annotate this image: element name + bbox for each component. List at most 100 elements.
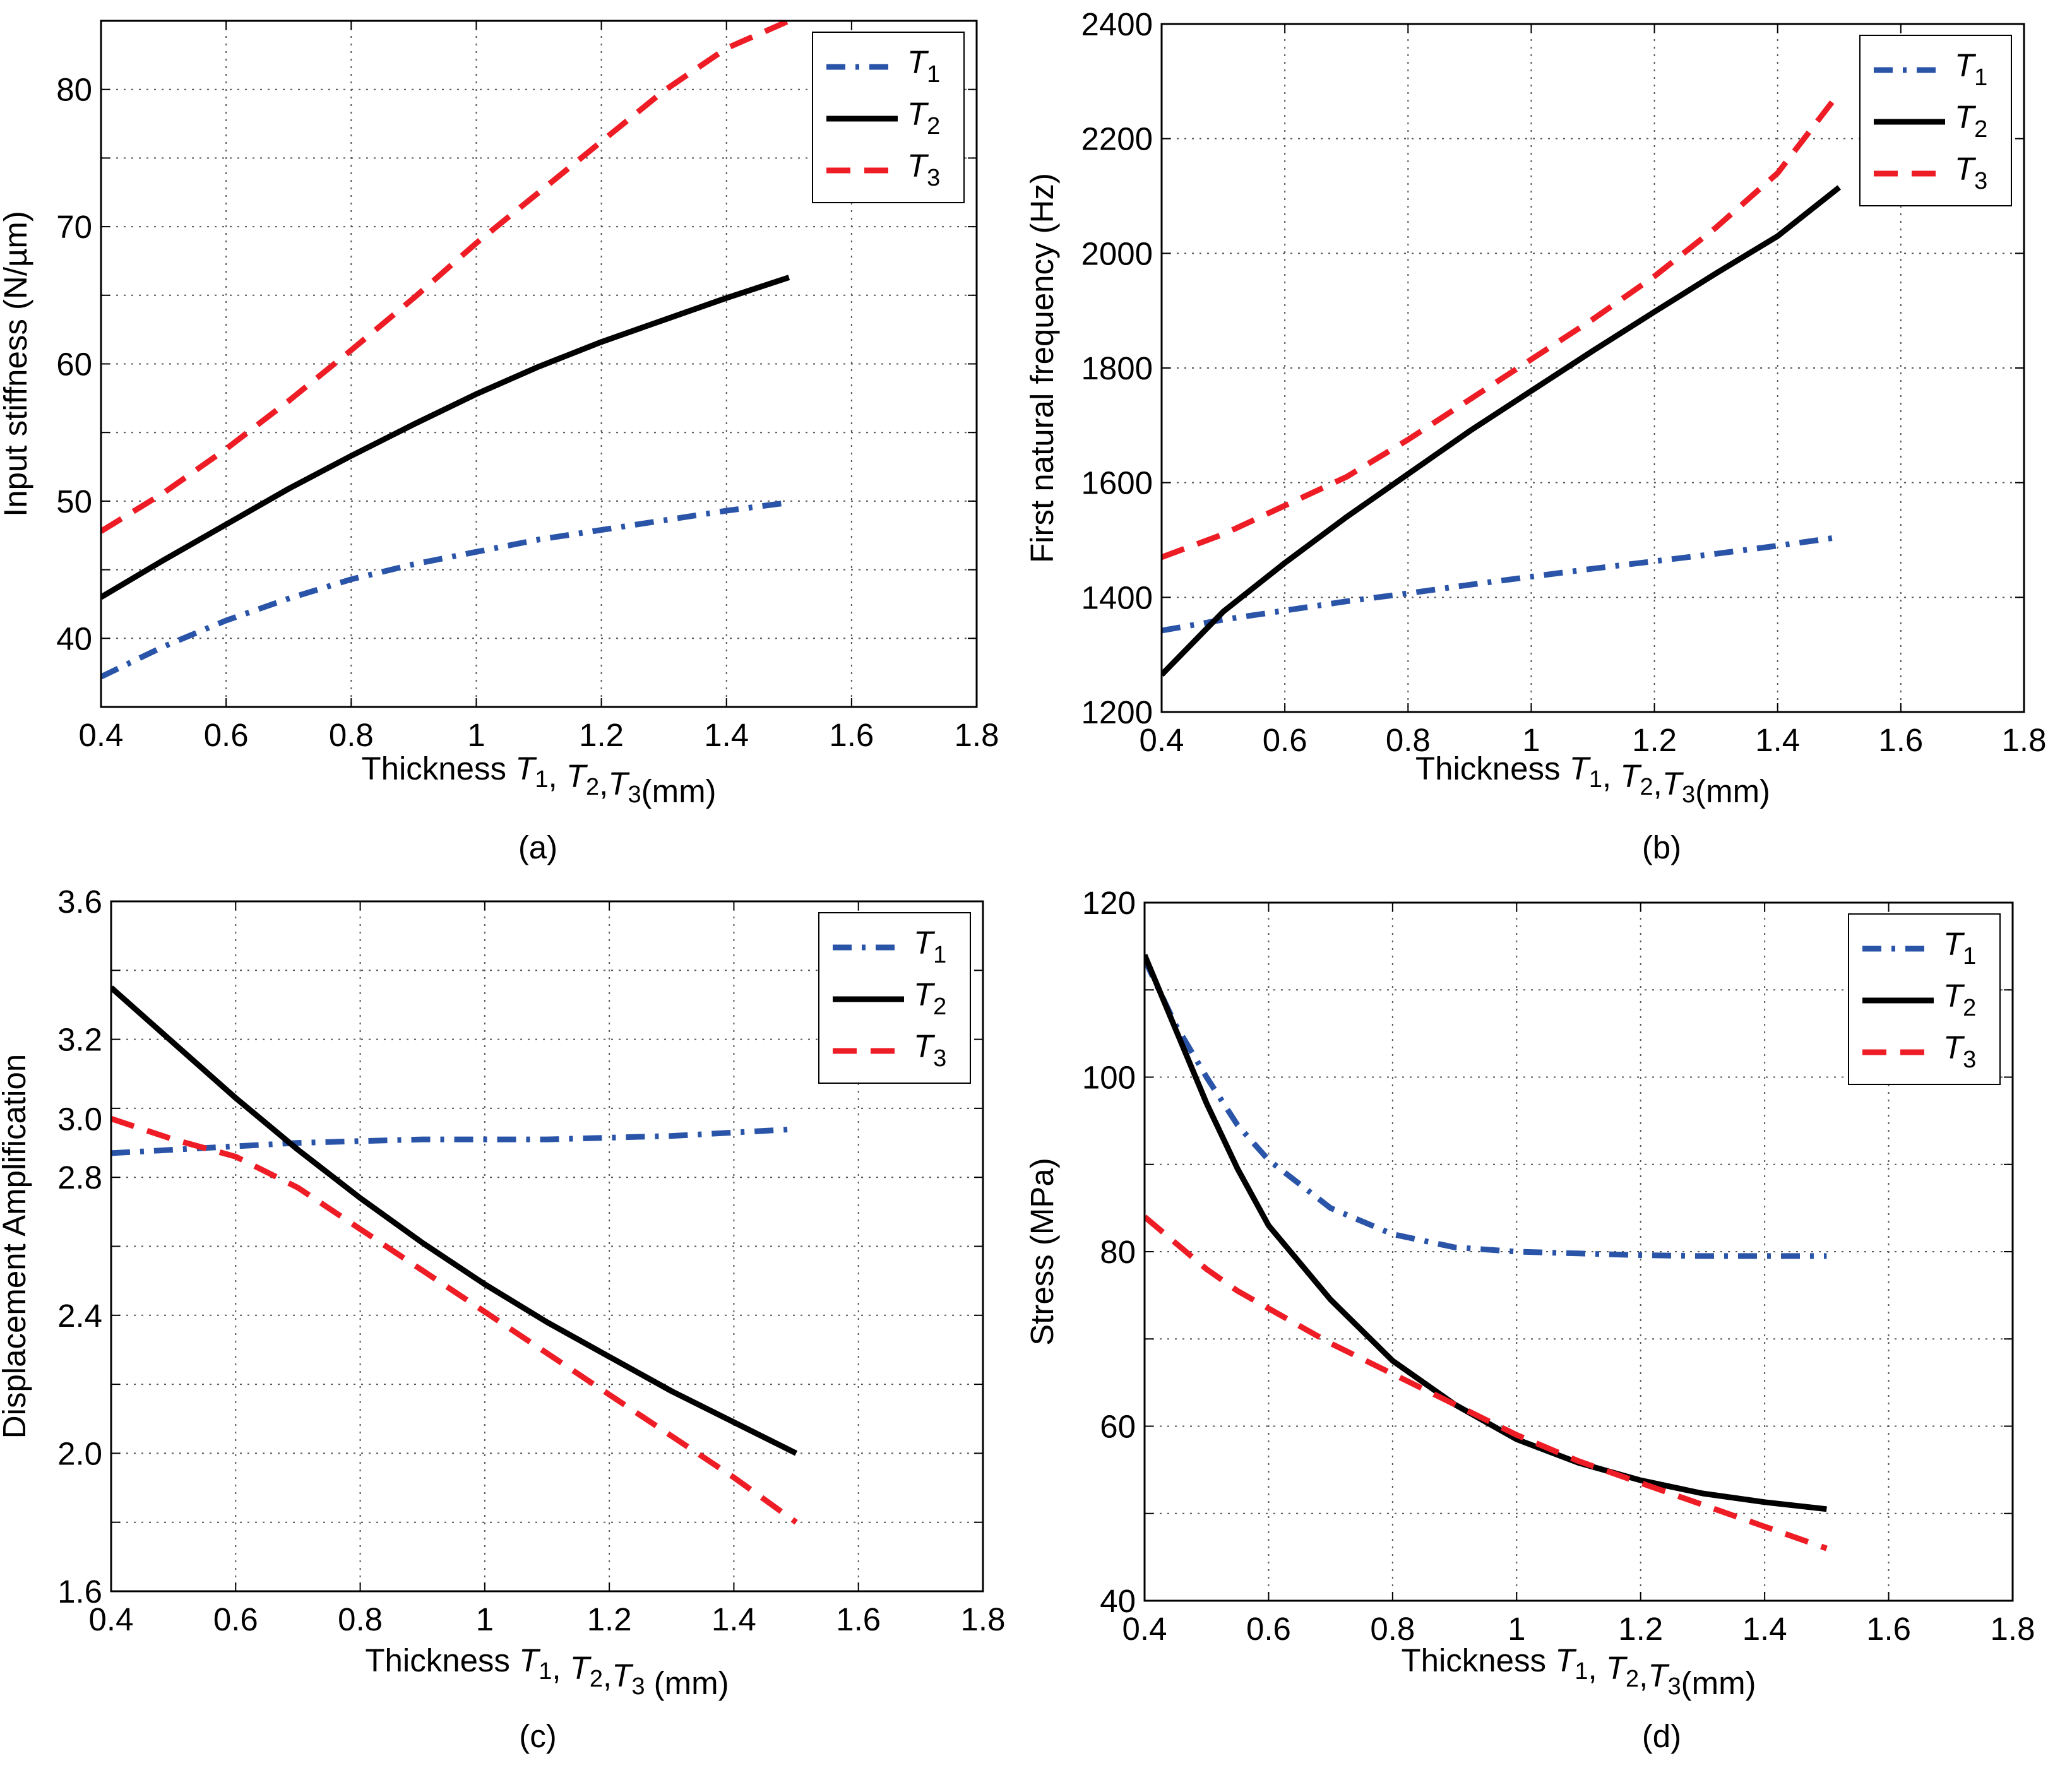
x-axis-label-subscript: 1 xyxy=(535,766,548,793)
legend-label: T2 xyxy=(1943,978,1976,1021)
x-axis-label-text: (mm) xyxy=(1695,773,1770,809)
legend-label: T2 xyxy=(1955,99,1987,143)
y-tick-label: 2000 xyxy=(1081,235,1153,271)
legend-symbol: T xyxy=(914,976,936,1012)
legend-subscript: 2 xyxy=(927,113,940,139)
legend-subscript: 1 xyxy=(933,942,946,968)
y-tick-label: 3.0 xyxy=(57,1101,102,1137)
y-tick-label: 60 xyxy=(56,347,92,383)
y-tick-label: 3.6 xyxy=(57,884,102,920)
x-axis-label-subscript: 3 xyxy=(1667,1673,1681,1700)
x-axis-label-text: (mm) xyxy=(641,773,717,809)
x-tick-label: 0.8 xyxy=(338,1601,383,1637)
x-axis-label: Thickness T1, T2,T3 (mm) xyxy=(365,1642,729,1701)
x-axis-label-text: , xyxy=(549,758,566,794)
x-tick-label: 1.6 xyxy=(836,1601,881,1637)
y-tick-label: 100 xyxy=(1082,1060,1136,1096)
legend-subscript: 1 xyxy=(1963,943,1976,970)
x-axis-label-symbol: T xyxy=(570,1650,592,1686)
legend-subscript: 2 xyxy=(1974,116,1987,143)
y-tick-label: 40 xyxy=(1100,1583,1136,1619)
x-tick-label: 0.8 xyxy=(1370,1611,1415,1647)
legend-subscript: 1 xyxy=(927,61,940,88)
x-tick-label: 0.6 xyxy=(213,1601,258,1637)
series-line-t1 xyxy=(1162,534,1840,634)
y-tick-label: 80 xyxy=(56,72,92,108)
x-axis-label-subscript: 3 xyxy=(628,781,641,808)
x-tick-label: 1.2 xyxy=(1632,722,1677,758)
x-axis-label-symbol: T xyxy=(1569,751,1592,786)
legend-symbol: T xyxy=(1955,151,1977,187)
y-axis-label: Stress (MPa) xyxy=(1024,1158,1060,1346)
panel-caption: (d) xyxy=(1642,1718,1681,1754)
legend-symbol: T xyxy=(907,148,929,184)
x-axis-label-symbol: T xyxy=(1648,1658,1670,1694)
x-axis-label-subscript: 1 xyxy=(539,1658,552,1685)
y-tick-label: 1400 xyxy=(1081,579,1153,615)
legend-symbol: T xyxy=(1943,978,1965,1014)
x-tick-label: 0.4 xyxy=(1140,722,1184,758)
plot-frame xyxy=(1143,901,2014,1602)
x-tick-label: 1.2 xyxy=(587,1601,632,1637)
x-tick-label: 1 xyxy=(1508,1611,1525,1647)
legend-subscript: 3 xyxy=(927,165,940,191)
panel-caption: (c) xyxy=(519,1718,556,1754)
y-tick-label: 1800 xyxy=(1081,350,1153,386)
legend-label: T1 xyxy=(907,44,940,88)
x-axis-label-subscript: 2 xyxy=(1626,1666,1639,1692)
series-line-t3 xyxy=(1162,91,1842,561)
series-line-t1 xyxy=(1145,958,1827,1259)
x-axis-label-subscript: 1 xyxy=(1589,766,1602,793)
chart-panel-d: 0.4 0.6 0.8 1 1.2 1.4 1.6 1.8 40 60 80 100 120 Stress… xyxy=(1024,885,2035,1754)
y-tick-label: 2.0 xyxy=(57,1435,102,1471)
series-line-t3 xyxy=(1145,1214,1828,1552)
x-axis-label-symbol: T xyxy=(519,1642,541,1678)
y-tick-label: 70 xyxy=(56,209,92,245)
x-tick-label: 0.4 xyxy=(89,1601,134,1637)
series-line-t2 xyxy=(1162,185,1842,677)
plot-frame xyxy=(1160,23,2025,713)
x-axis-label-text: Thickness xyxy=(361,751,515,786)
y-tick-label: 1200 xyxy=(1081,694,1153,730)
y-tick-label: 2.4 xyxy=(57,1298,102,1334)
legend-symbol: T xyxy=(914,925,936,961)
legend-subscript: 3 xyxy=(1974,168,1987,194)
legend-subscript: 1 xyxy=(1974,64,1987,91)
x-tick-label: 1.6 xyxy=(1878,722,1923,758)
x-axis-label-text: , xyxy=(1602,758,1620,794)
legend-symbol: T xyxy=(1955,47,1977,83)
y-tick-label: 40 xyxy=(56,620,92,656)
x-axis-label-symbol: T xyxy=(566,758,588,794)
panel-caption: (b) xyxy=(1642,829,1681,865)
x-axis-label-symbol: T xyxy=(1606,1650,1628,1686)
x-tick-label: 1.4 xyxy=(712,1601,756,1637)
legend-symbol: T xyxy=(907,96,929,132)
x-axis-label-text: (mm) xyxy=(645,1665,729,1701)
chart-panel-c: 0.4 0.6 0.8 1 1.2 1.4 1.6 1.8 1.6 2.0 2.4 2.8 3.0 3.2… xyxy=(0,884,1005,1754)
y-tick-label: 2400 xyxy=(1081,6,1153,42)
x-tick-label: 1.8 xyxy=(1991,1611,2035,1647)
x-axis-label-symbol: T xyxy=(1555,1642,1577,1678)
x-tick-label: 0.6 xyxy=(1263,722,1307,758)
x-tick-label: 1 xyxy=(476,1601,494,1637)
y-tick-label: 50 xyxy=(56,484,92,519)
x-axis-label-text: , xyxy=(1588,1650,1606,1686)
x-tick-label: 0.8 xyxy=(1386,722,1431,758)
series-line-t3 xyxy=(101,21,790,534)
legend-symbol: T xyxy=(1943,1029,1965,1065)
x-axis-label-subscript: 2 xyxy=(586,774,599,800)
x-tick-label: 1.4 xyxy=(704,717,749,753)
chart-panel-b: 0.4 0.6 0.8 1 1.2 1.4 1.6 1.8 1200 1400 1600 1800 20… xyxy=(1024,6,2046,865)
x-tick-label: 1.6 xyxy=(829,717,874,753)
x-tick-label: 1.2 xyxy=(579,717,624,753)
x-tick-label: 1.8 xyxy=(2002,722,2047,758)
y-tick-label: 3.2 xyxy=(57,1022,102,1058)
plot-frame xyxy=(110,900,984,1593)
x-tick-label: 0.4 xyxy=(79,717,124,753)
y-tick-label: 80 xyxy=(1100,1234,1136,1270)
x-axis-label-text: , xyxy=(603,1658,612,1694)
y-tick-label: 1.6 xyxy=(57,1574,102,1610)
